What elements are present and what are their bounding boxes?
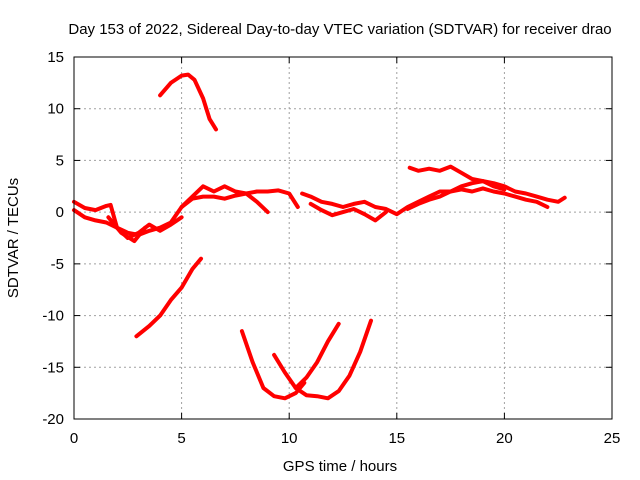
series-arc-9 bbox=[293, 321, 341, 390]
y-tick-label: 5 bbox=[56, 152, 64, 169]
x-tick-label: 15 bbox=[388, 430, 405, 447]
series-arc-1 bbox=[72, 184, 270, 237]
y-tick-label: -15 bbox=[42, 359, 64, 376]
y-tick-label: 0 bbox=[56, 204, 64, 221]
plot-frame bbox=[73, 56, 613, 420]
series-arc-3 bbox=[106, 215, 147, 244]
y-tick-label: 10 bbox=[47, 101, 64, 118]
grid-lines bbox=[74, 57, 612, 419]
series-arc-6 bbox=[134, 256, 203, 339]
y-tick-labels: 15 10 5 0 -5 -10 -15 -20 bbox=[42, 49, 64, 428]
y-tick-label: -20 bbox=[42, 411, 64, 428]
series-arc-5 bbox=[158, 72, 218, 132]
x-tick-labels: 0 5 10 15 20 25 bbox=[70, 430, 621, 447]
series-arc-8 bbox=[272, 318, 373, 401]
x-tick-label: 20 bbox=[496, 430, 513, 447]
series-arc-13 bbox=[407, 164, 507, 192]
series-arc-4 bbox=[179, 188, 300, 209]
x-tick-label: 0 bbox=[70, 430, 78, 447]
x-tick-label: 5 bbox=[177, 430, 185, 447]
series-arc-7 bbox=[239, 329, 307, 401]
y-tick-label: -10 bbox=[42, 308, 64, 325]
x-tick-label: 25 bbox=[604, 430, 621, 447]
x-tick-label: 10 bbox=[281, 430, 298, 447]
y-axis-label: SDTVAR / TECUs bbox=[5, 178, 22, 298]
chart-title: Day 153 of 2022, Sidereal Day-to-day VTE… bbox=[68, 21, 611, 38]
axis-ticks bbox=[73, 56, 613, 420]
y-tick-label: -5 bbox=[51, 256, 64, 273]
y-tick-label: 15 bbox=[47, 49, 64, 66]
series-arc-10 bbox=[300, 179, 567, 217]
series-arc-11 bbox=[308, 201, 388, 223]
data-series bbox=[72, 72, 567, 401]
series-arc-12 bbox=[405, 186, 550, 211]
x-axis-label: GPS time / hours bbox=[283, 458, 397, 475]
